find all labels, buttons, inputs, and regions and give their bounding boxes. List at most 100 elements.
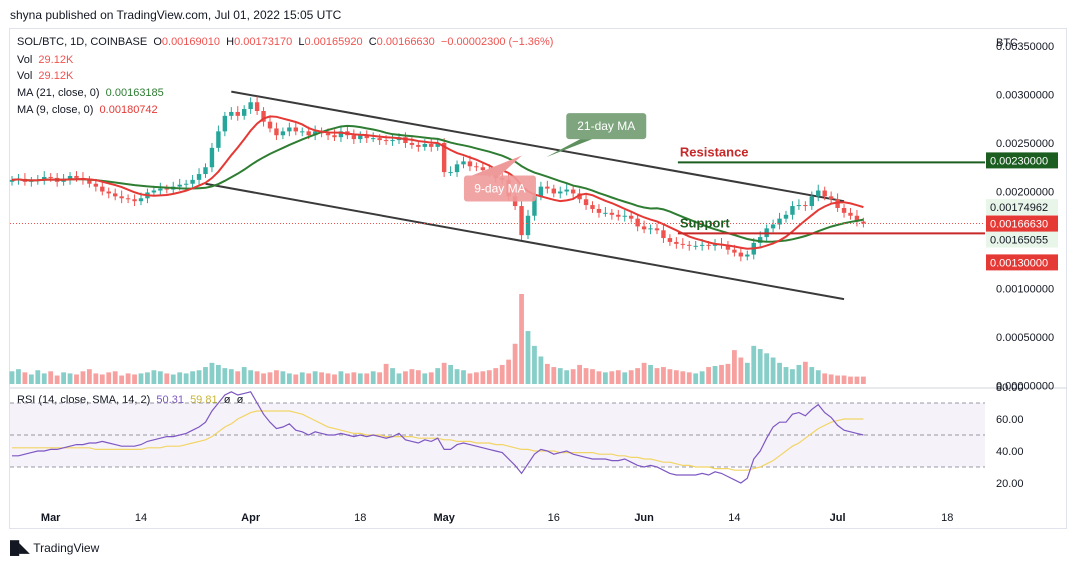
candle-body <box>861 221 866 224</box>
rsi-tick-label: 60.00 <box>996 414 1024 426</box>
candle-body <box>183 183 189 185</box>
candle-body <box>783 214 789 219</box>
volume-bar <box>170 374 176 384</box>
candle-body <box>113 193 118 197</box>
volume-legend-2[interactable]: Vol 29.12K <box>17 70 74 82</box>
ma9-callout-pointer <box>471 155 522 176</box>
candle-body <box>622 215 627 217</box>
candle-body <box>93 183 99 187</box>
volume-bar <box>744 362 750 384</box>
volume-bar <box>486 370 492 384</box>
candle-body <box>835 199 840 208</box>
volume-bar <box>312 371 318 384</box>
candle-body <box>577 193 582 200</box>
time-tick-label: Mar <box>41 512 61 524</box>
volume-bar <box>228 369 234 384</box>
volume-bar <box>815 370 821 384</box>
candle-body <box>325 133 331 136</box>
candle-body <box>796 205 802 207</box>
ma9-price-badge-bg <box>986 199 1058 216</box>
volume-bar <box>254 371 260 384</box>
volume-bar <box>732 350 737 384</box>
candle-body <box>235 111 240 116</box>
symbol-name[interactable]: SOL/BTC, 1D, COINBASE <box>17 36 148 48</box>
candle-body <box>61 179 66 182</box>
volume-bar <box>106 372 112 384</box>
candle-body <box>429 143 434 147</box>
volume-bar <box>532 345 537 384</box>
volume-bar <box>641 362 647 384</box>
candle-body <box>848 212 853 216</box>
rsi-panel <box>10 402 985 468</box>
low-value: 0.00165920 <box>304 36 363 48</box>
candle-body <box>699 244 705 246</box>
volume-legend-1[interactable]: Vol 29.12K <box>17 54 74 66</box>
candle-body <box>151 190 157 193</box>
volume-bar <box>396 373 402 384</box>
volume-bar <box>403 371 408 384</box>
ma9-legend[interactable]: MA (9, close, 0) 0.00180742 <box>17 104 158 116</box>
volume-bar <box>145 372 150 384</box>
candle-body <box>306 131 311 136</box>
price-tick-label: 0.00250000 <box>996 138 1054 150</box>
candle-body <box>422 143 427 147</box>
volume-bar <box>512 343 518 384</box>
candle-body <box>745 254 750 257</box>
volume-bar <box>177 372 183 384</box>
ma21-legend[interactable]: MA (21, close, 0) 0.00163185 <box>17 87 164 99</box>
candle-body <box>132 199 137 202</box>
candle-body <box>300 131 305 133</box>
resistance-label: Resistance <box>680 144 749 159</box>
candle-body <box>454 164 460 173</box>
volume-bar <box>648 364 653 384</box>
candle-body <box>106 191 111 194</box>
volume-bar <box>609 371 615 384</box>
volume-bar <box>299 372 305 384</box>
candle-body <box>564 189 569 192</box>
candle-body <box>364 135 369 139</box>
candle-body <box>216 131 221 148</box>
volume-bar <box>306 373 312 384</box>
footer-brand[interactable]: █◣ TradingView <box>10 540 99 556</box>
time-tick-label: 14 <box>135 512 147 524</box>
volume-bar <box>725 363 731 384</box>
volume-bar <box>74 374 79 384</box>
candle-body <box>519 206 524 236</box>
candle-body <box>242 109 247 116</box>
candle-body <box>629 215 634 219</box>
volume-bar <box>151 370 157 384</box>
time-tick-label: 14 <box>728 512 740 524</box>
support-price-badge-bg <box>986 254 1058 271</box>
candle-body <box>254 102 260 111</box>
volume-bar <box>654 368 660 384</box>
candle-body <box>138 198 144 202</box>
candle-body <box>616 214 621 217</box>
tradingview-logo-icon: █◣ <box>10 540 30 555</box>
volume-bar <box>22 372 28 384</box>
candle-body <box>822 190 827 197</box>
candle-body <box>371 138 376 140</box>
volume-bar <box>635 368 641 384</box>
volume-bar <box>16 369 21 384</box>
volume-bar <box>699 371 705 384</box>
candle-body <box>229 111 234 116</box>
volume-bar <box>835 375 840 384</box>
rsi-tick-label: 80.00 <box>996 382 1024 394</box>
candle-body <box>661 230 666 239</box>
volume-bar <box>790 369 795 384</box>
volume-bar <box>538 356 544 384</box>
candle-body <box>409 143 415 145</box>
candle-body <box>725 244 731 250</box>
volume-bar <box>828 374 834 384</box>
candle-body <box>706 244 711 246</box>
candle-body <box>280 131 286 136</box>
candle-body <box>474 166 479 168</box>
volume-bar <box>274 370 279 384</box>
time-tick-label: 16 <box>548 512 560 524</box>
volume-bar <box>280 371 286 384</box>
change-value: −0.00002300 (−1.36%) <box>440 36 554 48</box>
time-tick-label: May <box>433 512 455 524</box>
